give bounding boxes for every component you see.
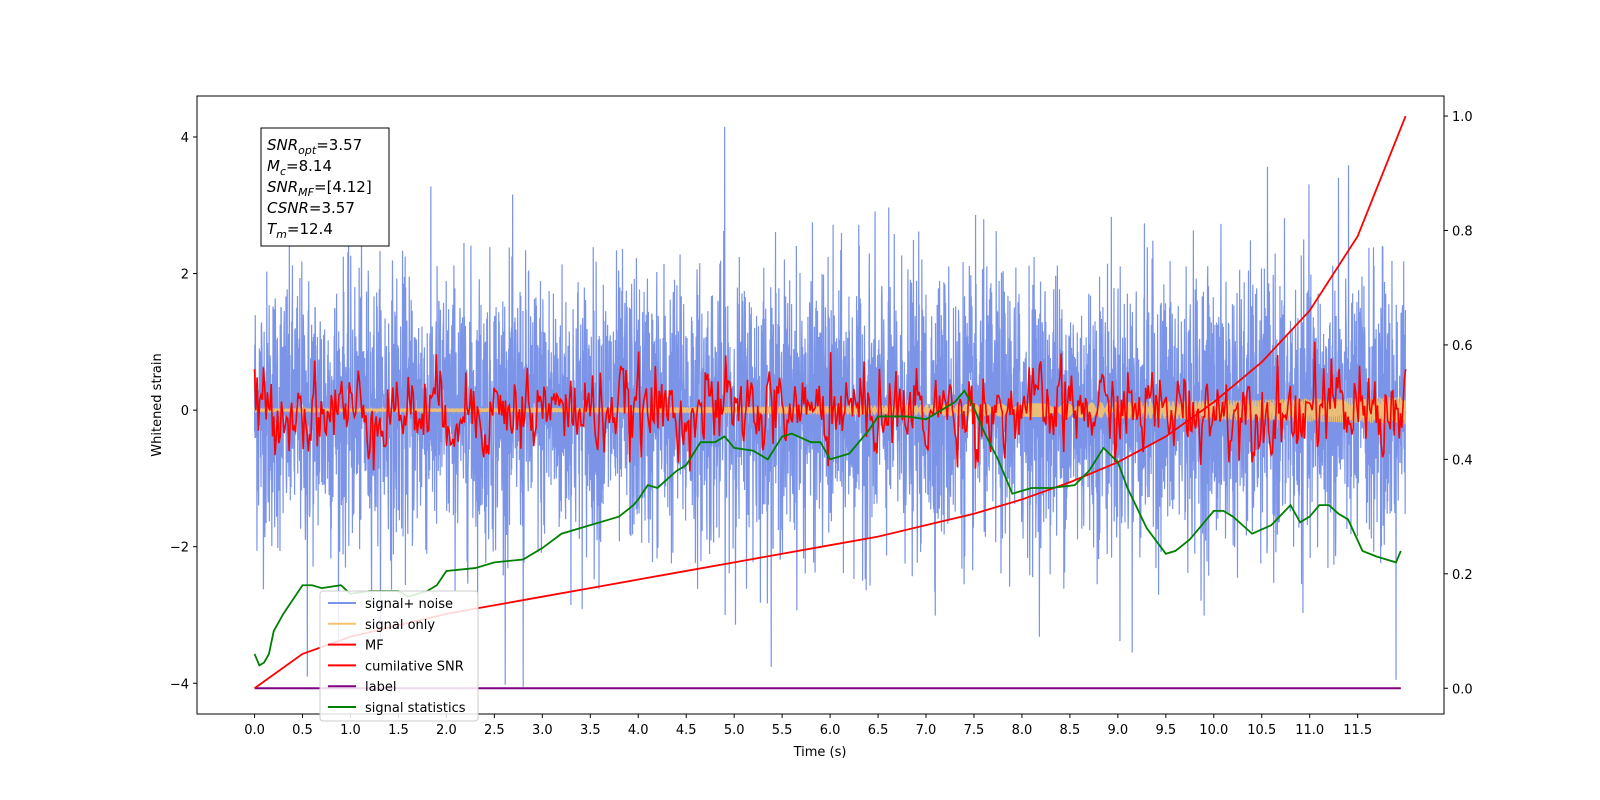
x-tick-label: 6.5 <box>868 723 889 738</box>
x-tick-label: 11.5 <box>1343 723 1372 738</box>
legend-entry-label: MF <box>365 639 384 654</box>
y-tick-label: −4 <box>170 677 189 692</box>
legend-entry-label: signal+ noise <box>365 597 453 612</box>
legend-frame <box>319 590 479 722</box>
y2-tick-label: 0.4 <box>1452 453 1473 468</box>
plot-frame <box>196 95 1445 715</box>
y-tick-label: 4 <box>181 131 189 146</box>
x-axis: 0.0 0.5 1.0 1.5 2.0 2.5 3.0 3.5 4.0 4.5 5.0 5.5 6.0 6… <box>244 714 1372 738</box>
x-tick-label: 1.0 <box>340 723 361 738</box>
legend-entry-label: label <box>365 680 396 695</box>
x-tick-label: 1.5 <box>388 723 409 738</box>
x-tick-label: 11.0 <box>1295 723 1324 738</box>
annotation-line: Mc=8.14 <box>267 157 332 178</box>
legend-entry-label: cumilative SNR <box>365 659 464 674</box>
y-tick-label: 0 <box>181 404 189 419</box>
annotation-line: SNRMF=[4.12] <box>267 178 372 199</box>
y2-tick-label: 0.2 <box>1452 568 1473 583</box>
x-tick-label: 9.5 <box>1155 723 1176 738</box>
x-tick-label: 2.0 <box>436 723 457 738</box>
y-axis-left: −4 −2 0 2 4 <box>170 131 197 692</box>
x-tick-label: 10.5 <box>1247 723 1276 738</box>
y-axis-label: Whitened strain <box>150 353 165 456</box>
y2-tick-label: 1.0 <box>1452 110 1473 125</box>
x-tick-label: 4.0 <box>628 723 649 738</box>
x-tick-label: 0.0 <box>244 723 265 738</box>
series-mf-line <box>253 341 1407 472</box>
y2-tick-label: 0.0 <box>1452 682 1473 697</box>
annotation-frame <box>260 127 390 247</box>
x-tick-label: 2.5 <box>484 723 505 738</box>
x-tick-label: 5.0 <box>724 723 745 738</box>
x-tick-label: 5.5 <box>772 723 793 738</box>
y-axis-right: 0.0 0.2 0.4 0.6 0.8 1.0 <box>1444 110 1473 697</box>
x-tick-label: 0.5 <box>292 723 313 738</box>
x-tick-label: 4.5 <box>676 723 697 738</box>
y-tick-label: −2 <box>170 541 189 556</box>
x-tick-label: 7.0 <box>916 723 937 738</box>
annotation-line: SNRopt=3.57 <box>267 136 362 157</box>
x-tick-label: 3.0 <box>532 723 553 738</box>
x-axis-label: Time (s) <box>793 745 847 760</box>
legend-entry-label: signal statistics <box>365 701 466 716</box>
annotation-line: Tm=12.4 <box>267 220 333 241</box>
y-tick-label: 2 <box>181 268 189 283</box>
x-tick-label: 9.0 <box>1108 723 1129 738</box>
x-tick-label: 10.0 <box>1199 723 1228 738</box>
x-tick-label: 8.0 <box>1012 723 1033 738</box>
annotation-line: CSNR=3.57 <box>267 199 355 217</box>
y2-tick-label: 0.6 <box>1452 339 1473 354</box>
y2-tick-label: 0.8 <box>1452 224 1473 239</box>
legend: signal+ noise signal only MF cumilative SNR… <box>319 590 479 722</box>
x-tick-label: 7.5 <box>964 723 985 738</box>
x-tick-label: 6.0 <box>820 723 841 738</box>
legend-entry-label: signal only <box>365 618 435 633</box>
x-tick-label: 8.5 <box>1060 723 1081 738</box>
x-tick-label: 3.5 <box>580 723 601 738</box>
